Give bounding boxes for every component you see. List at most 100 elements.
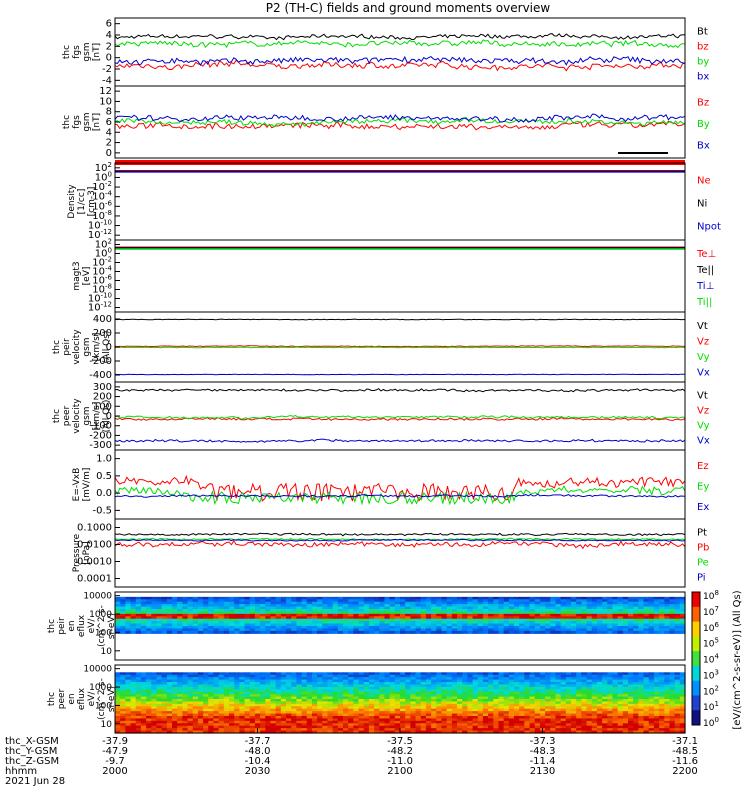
spectrogram-cell xyxy=(208,694,215,698)
spectrogram-cell xyxy=(446,701,453,705)
spectrogram-cell xyxy=(581,711,588,715)
spectrogram-cell xyxy=(622,682,629,686)
spectrogram-cell xyxy=(187,711,194,715)
spectrogram-cell xyxy=(441,618,448,622)
spectrogram-cell xyxy=(457,623,463,627)
spectrogram-cell xyxy=(576,599,582,603)
spectrogram-cell xyxy=(581,706,588,710)
spectrogram-cell xyxy=(135,604,142,608)
spectrogram-cell xyxy=(503,618,510,622)
spectrogram-cell xyxy=(286,630,292,634)
spectrogram-cell xyxy=(213,606,220,610)
spectrogram-cell xyxy=(534,599,541,603)
spectrogram-cell xyxy=(177,613,183,617)
spectrogram-cell xyxy=(498,621,505,625)
spectrogram-cell xyxy=(322,691,329,695)
spectrogram-cell xyxy=(565,621,572,625)
spectrogram-cell xyxy=(234,623,240,627)
spectrogram-cell xyxy=(420,708,427,712)
spectrogram-cell xyxy=(659,604,665,608)
spectrogram-cell xyxy=(223,684,230,688)
spectrogram-cell xyxy=(560,699,567,703)
spectrogram-cell xyxy=(405,626,411,630)
spectrogram-cell xyxy=(213,682,220,686)
spectrogram-cell xyxy=(571,725,577,729)
spectrogram-cell xyxy=(508,708,515,712)
spectrogram-cell xyxy=(508,701,515,705)
spectrogram-cell xyxy=(332,725,339,729)
spectrogram-cell xyxy=(539,718,546,722)
spectrogram-cell xyxy=(560,672,567,676)
spectrogram-cell xyxy=(130,630,137,634)
spectrogram-cell xyxy=(286,682,292,686)
spectrogram-cell xyxy=(602,696,608,700)
spectrogram-cell xyxy=(358,689,365,693)
spectrogram-cell xyxy=(286,616,292,620)
spectrogram-cell xyxy=(488,609,494,613)
spectrogram-cell xyxy=(555,613,562,617)
spectrogram-cell xyxy=(244,672,251,676)
spectrogram-cell xyxy=(555,677,562,681)
spectrogram-cell xyxy=(286,720,292,724)
y-tick-label: 4 xyxy=(106,127,112,138)
spectrogram-cell xyxy=(529,686,536,690)
spectrogram-cell xyxy=(156,684,163,688)
spectrogram-cell xyxy=(431,601,437,605)
spectrogram-cell xyxy=(172,606,178,610)
spectrogram-cell xyxy=(296,596,303,600)
spectrogram-cell xyxy=(653,677,660,681)
spectrogram-cell xyxy=(498,703,505,707)
spectrogram-cell xyxy=(545,621,551,625)
spectrogram-cell xyxy=(519,682,525,686)
spectrogram-cell xyxy=(197,725,204,729)
spectrogram-cell xyxy=(260,713,266,717)
spectrogram-cell xyxy=(379,601,386,605)
spectrogram-cell xyxy=(368,613,375,617)
spectrogram-cell xyxy=(239,689,246,693)
colorbar-segment xyxy=(692,710,700,726)
spectrogram-cell xyxy=(140,686,147,690)
spectrogram-cell xyxy=(674,703,681,707)
spectrogram-cell xyxy=(420,604,427,608)
x-tick-label: -11.0 xyxy=(387,756,413,767)
spectrogram-cell xyxy=(596,689,603,693)
spectrogram-cell xyxy=(400,628,406,632)
spectrogram-cell xyxy=(203,618,209,622)
spectrogram-cell xyxy=(161,684,168,688)
spectrogram-cell xyxy=(379,728,386,732)
spectrogram-cell xyxy=(545,677,551,681)
spectrogram-cell xyxy=(576,609,582,613)
spectrogram-cell xyxy=(519,706,525,710)
spectrogram-cell xyxy=(674,618,681,622)
spectrogram-cell xyxy=(431,691,437,695)
spectrogram-cell xyxy=(177,716,183,720)
spectrogram-cell xyxy=(213,604,220,608)
spectrogram-cell xyxy=(653,609,660,613)
spectrogram-cell xyxy=(503,604,510,608)
spectrogram-cell xyxy=(260,596,266,600)
spectrogram-cell xyxy=(249,708,256,712)
spectrogram-cell xyxy=(249,672,256,676)
spectrogram-cell xyxy=(208,689,215,693)
spectrogram-cell xyxy=(374,674,380,678)
spectrogram-cell xyxy=(467,694,474,698)
spectrogram-cell xyxy=(213,628,220,632)
spectrogram-cell xyxy=(441,674,448,678)
spectrogram-cell xyxy=(462,696,468,700)
spectrogram-cell xyxy=(213,689,220,693)
spectrogram-cell xyxy=(669,728,676,732)
y-tick-label: 10-12 xyxy=(88,301,112,314)
spectrogram-cell xyxy=(555,630,562,634)
spectrogram-cell xyxy=(602,716,608,720)
spectrogram-cell xyxy=(130,596,137,600)
spectrogram-cell xyxy=(348,628,354,632)
spectrogram-cell xyxy=(679,677,686,681)
spectrogram-cell xyxy=(244,713,251,717)
spectrogram-cell xyxy=(493,616,500,620)
spectrogram-cell xyxy=(467,703,474,707)
spectrogram-cell xyxy=(659,684,665,688)
spectrogram-cell xyxy=(555,626,562,630)
spectrogram-cell xyxy=(659,730,665,734)
y-tick-label: 0.0001 xyxy=(77,574,112,585)
spectrogram-cell xyxy=(493,677,500,681)
